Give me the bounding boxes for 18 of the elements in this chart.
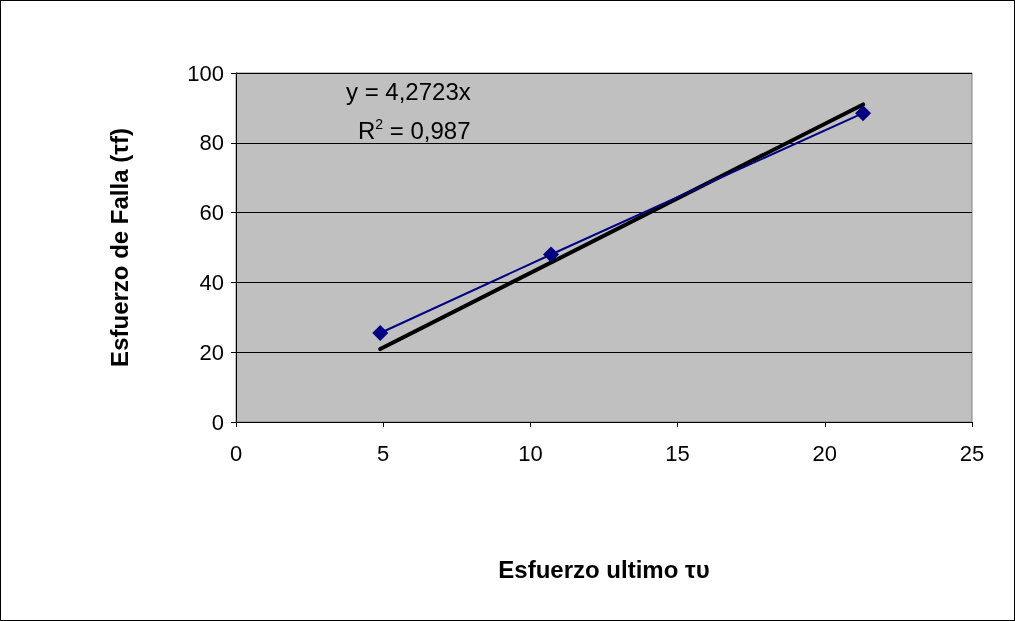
y-axis-title: Esfuerzo de Falla (τf)	[105, 128, 133, 367]
x-tick-label: 20	[812, 440, 838, 466]
y-tick-label: 20	[199, 339, 224, 365]
point	[543, 246, 560, 263]
x-tick-label: 0	[229, 440, 243, 466]
point	[855, 105, 872, 122]
point	[372, 325, 389, 342]
y-tick-label: 80	[199, 130, 224, 156]
y-tick-label: 60	[199, 200, 224, 226]
y-tick-label: 0	[211, 409, 224, 435]
annotation: y = 4,2723x	[346, 77, 471, 105]
x-tick-label: 5	[377, 440, 390, 466]
x-axis-title: Esfuerzo ultimo τυ	[498, 555, 710, 583]
y-tick-label: 40	[199, 269, 224, 295]
y-tick-label: 100	[187, 60, 224, 86]
x-tick-label: 10	[518, 440, 543, 466]
x-tick-label: 25	[959, 440, 985, 466]
x-tick-label: 15	[665, 440, 690, 466]
